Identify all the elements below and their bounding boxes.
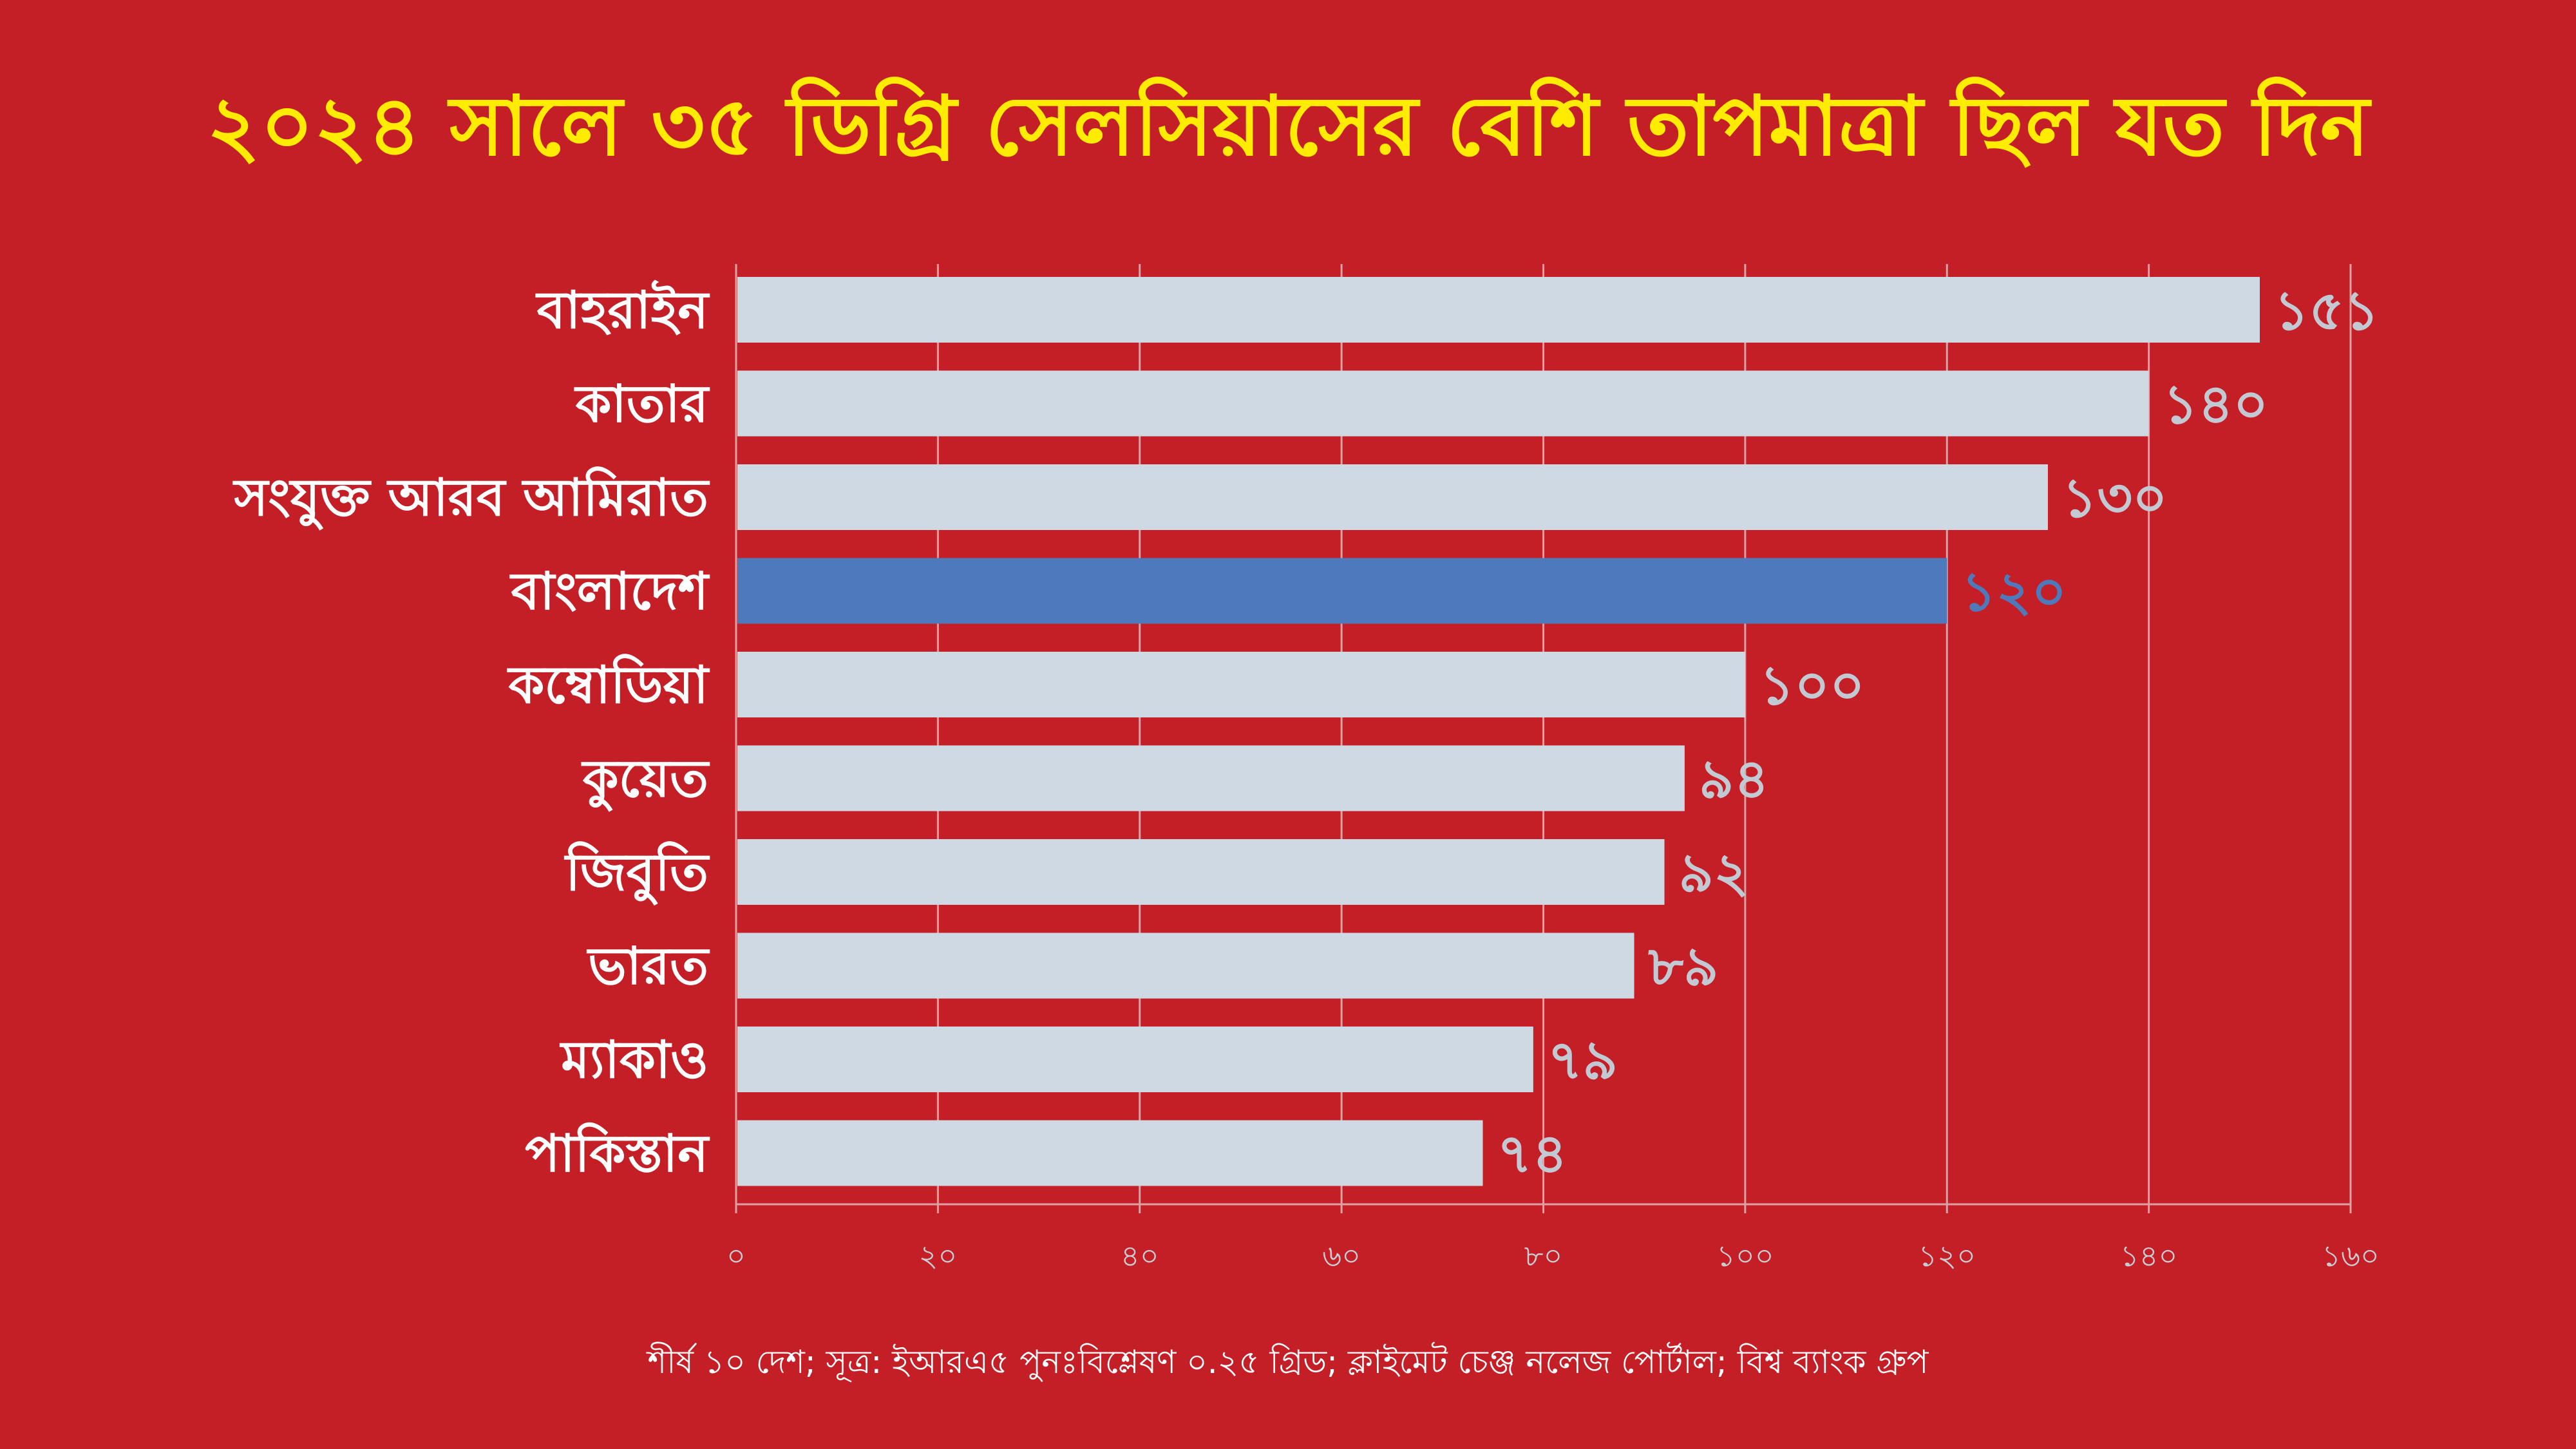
- x-tick-label: ৮০: [1524, 1238, 1563, 1273]
- value-label: ১৩০: [2062, 466, 2168, 529]
- bar: [737, 1120, 1483, 1186]
- value-label: ১২০: [1961, 560, 2067, 623]
- value-label: ১০০: [1759, 654, 1865, 717]
- category-label: পাকিস্তান: [525, 1122, 710, 1184]
- value-label: ৭৯: [1548, 1028, 1618, 1092]
- bar: [737, 839, 1665, 905]
- x-tick-label: ১০০: [1716, 1238, 1774, 1273]
- category-label: ভারত: [586, 936, 710, 996]
- bar: [737, 933, 1634, 999]
- x-tick-label: ২০: [918, 1238, 957, 1273]
- x-tick-label: ১২০: [1918, 1238, 1976, 1273]
- value-label: ১৪০: [2163, 373, 2269, 436]
- value-label: ১৫১: [2274, 279, 2380, 342]
- x-tick-label: ৪০: [1121, 1238, 1159, 1273]
- category-label: কুয়েত: [581, 749, 710, 812]
- category-label: বাংলাদেশ: [509, 562, 710, 621]
- x-tick-label: ১৪০: [2120, 1238, 2178, 1273]
- category-label: ম্যাকাও: [559, 1030, 708, 1090]
- bar: [737, 558, 1947, 624]
- bar: [737, 1027, 1533, 1092]
- category-label: কম্বোডিয়া: [506, 654, 710, 715]
- value-label: ৯২: [1679, 841, 1749, 904]
- category-label: কাতার: [574, 374, 710, 434]
- x-tick-label: ০: [726, 1238, 746, 1273]
- bar: [737, 745, 1685, 811]
- chart-title: ২০২৪ সালে ৩৫ ডিগ্রি সেলসিয়াসের বেশি তাপ…: [206, 79, 2370, 175]
- category-label: বাহরাইন: [535, 279, 711, 340]
- x-tick-label: ৬০: [1322, 1238, 1361, 1273]
- source-note: শীর্ষ ১০ দেশ; সূত্র: ইআরএ৫ পুনঃবিশ্লেষণ …: [647, 1343, 1929, 1381]
- bar: [737, 370, 2149, 437]
- bar: [737, 652, 1745, 717]
- bar: [737, 277, 2260, 343]
- bar: [737, 464, 2048, 530]
- x-tick-label: ১৬০: [2322, 1238, 2380, 1273]
- category-label: সংযুক্ত আরব আমিরাত: [232, 466, 710, 531]
- value-label: ৮৯: [1648, 935, 1719, 998]
- value-label: ৭৪: [1497, 1122, 1567, 1186]
- value-label: ৯৪: [1699, 748, 1769, 811]
- category-label: জিবুতি: [564, 841, 710, 905]
